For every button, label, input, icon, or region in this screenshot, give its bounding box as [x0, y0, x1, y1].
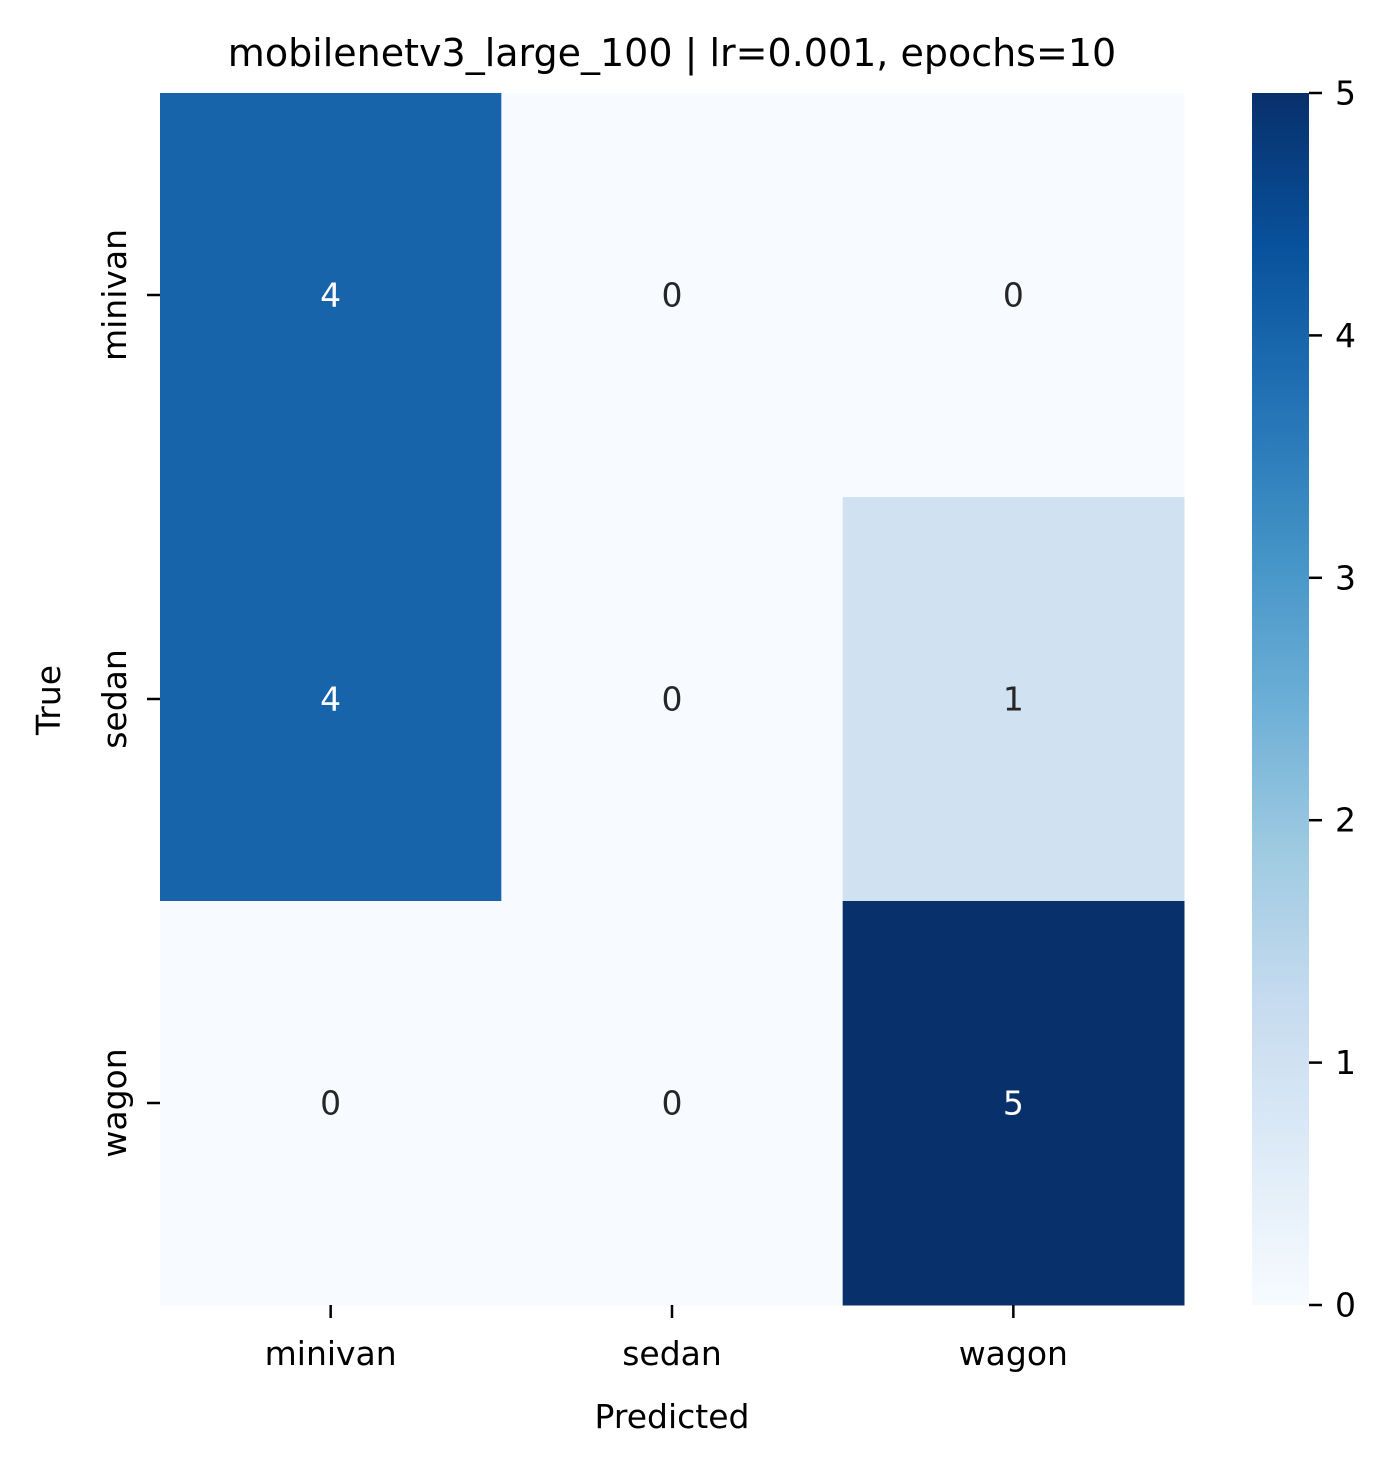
x-axis-ticks: minivan sedan wagon [265, 1305, 1068, 1373]
cell-value-wagon-sedan: 0 [662, 1084, 683, 1123]
x-tick-label-wagon: wagon [959, 1334, 1068, 1373]
cell-value-minivan-minivan: 4 [320, 276, 341, 315]
heatmap-cell-minivan-minivan [160, 93, 502, 498]
heatmap-cell-wagon-minivan [160, 901, 502, 1306]
y-axis-label: True [29, 665, 68, 736]
x-axis-label: Predicted [595, 1397, 750, 1436]
cell-value-minivan-wagon: 0 [1003, 276, 1024, 315]
colorbar [1252, 93, 1309, 1305]
colorbar-tick-label-4: 4 [1335, 316, 1356, 355]
heatmap-cell-sedan-wagon [842, 497, 1185, 902]
cell-value-sedan-wagon: 1 [1003, 680, 1024, 719]
heatmap-cells [160, 93, 1185, 1306]
heatmap-annotations: 4 0 0 4 0 1 0 0 5 [320, 276, 1024, 1123]
cell-value-sedan-sedan: 0 [662, 680, 683, 719]
y-tick-label-minivan: minivan [95, 229, 134, 361]
y-axis-ticks: minivan sedan wagon [95, 229, 160, 1158]
heatmap-cell-minivan-wagon [842, 93, 1185, 498]
cell-value-wagon-wagon: 5 [1003, 1084, 1024, 1123]
cell-value-wagon-minivan: 0 [320, 1084, 341, 1123]
colorbar-tick-label-5: 5 [1335, 74, 1356, 113]
chart-title: mobilenetv3_large_100 | lr=0.001, epochs… [228, 31, 1116, 76]
colorbar-tick-label-0: 0 [1335, 1286, 1356, 1325]
y-tick-label-wagon: wagon [95, 1048, 134, 1157]
heatmap-cell-sedan-minivan [160, 497, 502, 902]
heatmap-cell-sedan-sedan [501, 497, 844, 902]
colorbar-ticks: 0 1 2 3 4 5 [1309, 74, 1356, 1325]
cell-value-minivan-sedan: 0 [662, 276, 683, 315]
heatmap-cell-wagon-wagon [842, 901, 1185, 1306]
x-tick-label-sedan: sedan [622, 1334, 722, 1373]
x-tick-label-minivan: minivan [265, 1334, 397, 1373]
y-tick-label-sedan: sedan [95, 649, 134, 749]
colorbar-tick-label-2: 2 [1335, 801, 1356, 840]
colorbar-tick-label-3: 3 [1335, 558, 1356, 597]
cell-value-sedan-minivan: 4 [320, 680, 341, 719]
colorbar-tick-label-1: 1 [1335, 1043, 1356, 1082]
heatmap-cell-minivan-sedan [501, 93, 844, 498]
heatmap-cell-wagon-sedan [501, 901, 844, 1306]
